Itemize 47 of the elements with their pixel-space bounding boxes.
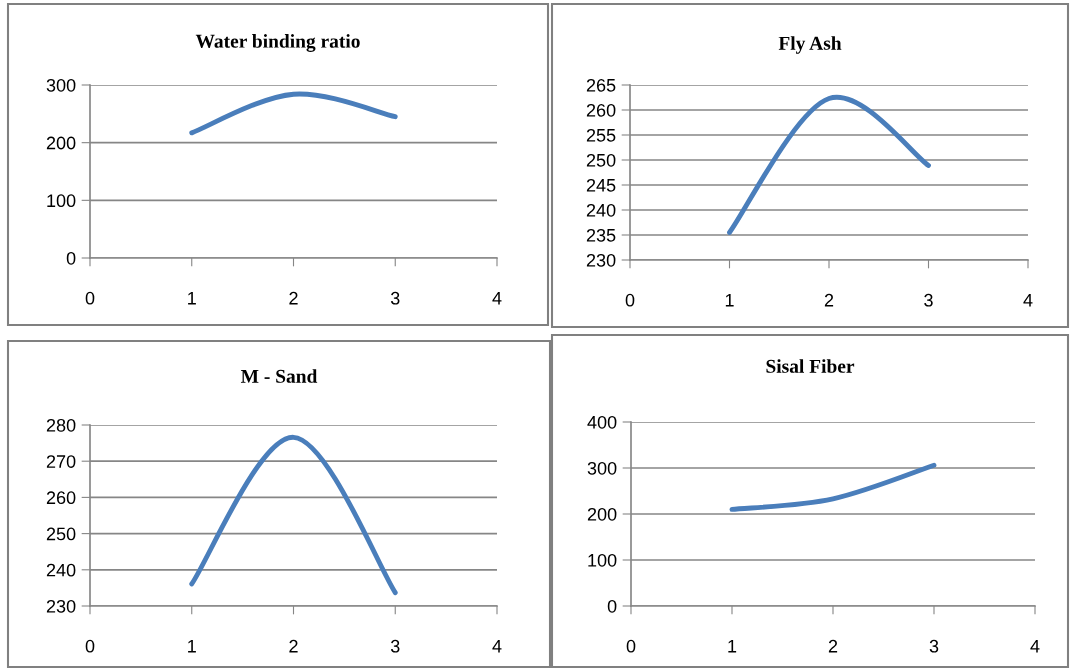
y-tick-label: 250 — [586, 153, 616, 167]
x-tick-label: 0 — [626, 639, 636, 653]
y-tick-label: 245 — [586, 178, 616, 192]
x-tick-label: 1 — [728, 640, 737, 653]
y-tick-label: 100 — [47, 194, 76, 208]
x-tick-label: 4 — [492, 292, 502, 305]
y-tick-label: 250 — [46, 527, 76, 541]
y-tick-label: 200 — [46, 136, 76, 150]
y-tick-label: 0 — [607, 599, 617, 613]
x-tick-label: 3 — [924, 293, 933, 307]
y-tick-label: 200 — [587, 507, 617, 521]
chart-title: Water binding ratio — [195, 34, 360, 52]
chart-title: M - Sand — [240, 369, 318, 383]
y-tick-label: 100 — [588, 553, 617, 567]
y-tick-label: 300 — [587, 461, 617, 475]
chart-title: Sisal Fiber — [766, 359, 855, 373]
y-tick-label: 270 — [46, 455, 76, 468]
x-tick-label: 0 — [625, 293, 635, 307]
x-tick-label: 2 — [289, 639, 298, 653]
chart-title: Fly Ash — [778, 36, 842, 54]
y-tick-label: 300 — [46, 78, 76, 92]
y-tick-label: 230 — [586, 253, 616, 267]
y-tick-label: 280 — [46, 418, 76, 432]
y-tick-label: 0 — [66, 251, 76, 265]
x-tick-label: 1 — [188, 292, 196, 305]
x-tick-label: 4 — [492, 640, 502, 653]
x-tick-label: 2 — [824, 293, 834, 307]
y-tick-label: 255 — [586, 128, 616, 142]
y-tick-label: 260 — [46, 491, 76, 505]
x-tick-label: 3 — [929, 639, 939, 653]
x-tick-label: 0 — [85, 291, 95, 305]
x-tick-label: 3 — [390, 639, 400, 653]
x-tick-label: 1 — [725, 294, 734, 307]
x-tick-label: 3 — [390, 291, 400, 305]
x-tick-label: 4 — [1030, 640, 1040, 653]
y-tick-label: 400 — [587, 415, 617, 429]
x-tick-label: 2 — [289, 291, 298, 305]
y-tick-label: 240 — [46, 563, 76, 577]
y-tick-label: 265 — [586, 78, 616, 92]
x-tick-label: 2 — [828, 639, 838, 653]
y-tick-label: 235 — [586, 228, 616, 242]
y-tick-label: 260 — [586, 103, 616, 117]
y-tick-label: 240 — [586, 203, 616, 217]
y-tick-label: 230 — [46, 599, 76, 613]
x-tick-label: 0 — [85, 639, 95, 653]
x-tick-label: 4 — [1023, 294, 1033, 307]
x-tick-label: 1 — [188, 640, 196, 653]
